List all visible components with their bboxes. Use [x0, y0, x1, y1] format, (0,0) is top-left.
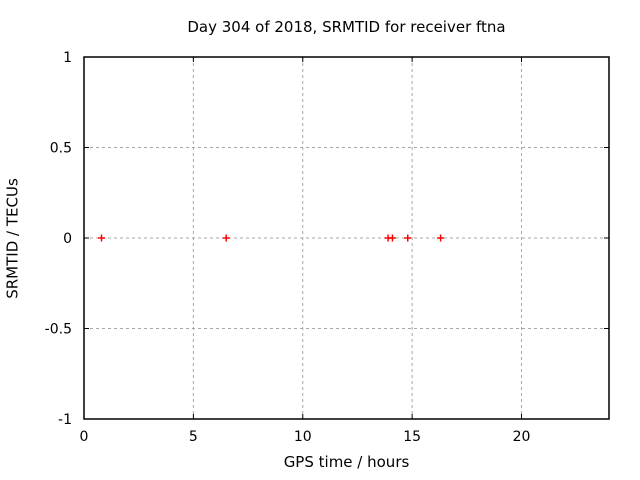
x-tick-label: 5 [189, 429, 198, 445]
x-tick-label: 0 [80, 429, 89, 445]
y-tick-label: -1 [58, 412, 72, 428]
plot-border [83, 56, 610, 420]
chart-title: Day 304 of 2018, SRMTID for receiver ftn… [187, 18, 506, 36]
x-tick-label: 10 [294, 429, 312, 445]
y-tick-label: 0.5 [50, 141, 72, 157]
x-tick-label: 20 [513, 429, 531, 445]
y-tick-label: -0.5 [45, 322, 72, 338]
y-tick-label: 1 [63, 50, 72, 66]
x-axis-label: GPS time / hours [283, 453, 410, 471]
y-tick-label: 0 [63, 231, 72, 247]
x-tick-label: 15 [403, 429, 421, 445]
